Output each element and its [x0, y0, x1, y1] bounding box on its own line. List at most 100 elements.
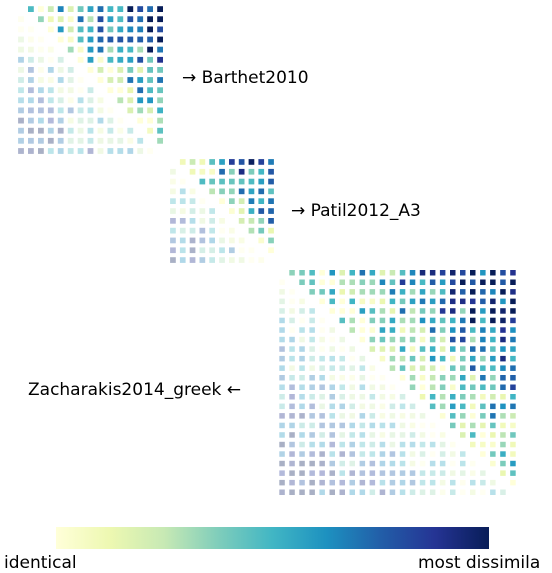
heatmap-cell	[389, 317, 396, 324]
heatmap-cell	[199, 227, 206, 234]
heatmap-cell	[179, 247, 186, 254]
heatmap-cell	[137, 97, 144, 104]
heatmap-cell	[490, 451, 496, 457]
heatmap-cell	[97, 26, 104, 33]
heatmap-cell	[107, 46, 114, 53]
heatmap-cell	[359, 441, 366, 448]
heatmap-cell	[127, 87, 134, 94]
heatmap-cell	[470, 479, 476, 486]
heatmap-cell	[329, 489, 335, 495]
heatmap-cell	[219, 168, 225, 175]
heatmap-cell	[450, 336, 456, 343]
heatmap-cell	[329, 346, 335, 352]
heatmap-cell	[339, 375, 345, 381]
heatmap-cell	[279, 298, 285, 305]
heatmap-cell	[389, 289, 396, 295]
heatmap-cell	[460, 384, 466, 390]
heatmap-cell	[510, 298, 516, 305]
heatmap-cell	[500, 441, 506, 448]
heatmap-cell	[460, 298, 466, 305]
heatmap-cell	[480, 270, 486, 276]
heatmap-cell	[500, 308, 506, 314]
heatmap-cell	[47, 56, 54, 63]
heatmap-cell	[389, 432, 396, 438]
heatmap-cell	[399, 413, 406, 419]
heatmap-cell	[258, 257, 265, 263]
heatmap-cell	[319, 384, 325, 390]
heatmap-cell	[107, 67, 114, 73]
heatmap-cell	[238, 198, 245, 204]
heatmap-cell	[339, 394, 345, 400]
heatmap-cell	[279, 470, 285, 476]
heatmap-cell	[339, 317, 345, 324]
heatmap-cell	[419, 384, 426, 390]
heatmap-cell	[359, 479, 366, 486]
heatmap-cell	[379, 346, 386, 352]
heatmap-cell	[359, 470, 366, 476]
heatmap-cell	[490, 479, 496, 486]
heatmap-cell	[18, 67, 24, 73]
heatmap-cell	[147, 36, 153, 43]
heatmap-cell	[500, 336, 506, 343]
heatmap-cell	[450, 289, 456, 295]
heatmap-cell	[480, 432, 486, 438]
heatmap-cell	[349, 289, 355, 295]
heatmap-cell	[319, 346, 325, 352]
heatmap-cell	[57, 56, 64, 63]
heatmap-cell	[409, 451, 416, 457]
heatmap-cell	[77, 26, 84, 33]
heatmap-cell	[389, 413, 396, 419]
heatmap-cell	[480, 346, 486, 352]
heatmap-cell	[429, 460, 436, 467]
heatmap-cell	[248, 198, 255, 204]
heatmap-cell	[329, 270, 335, 276]
heatmap-cell	[419, 346, 426, 352]
heatmap-cell	[349, 327, 355, 333]
heatmap-cell	[309, 413, 315, 419]
heatmap-cell	[480, 470, 486, 476]
heatmap-cell	[38, 6, 44, 12]
heatmap-cell	[38, 87, 44, 94]
heatmap-cell	[319, 451, 325, 457]
heatmap-cell	[439, 384, 446, 390]
heatmap-cell	[28, 46, 34, 53]
heatmap-cell	[170, 198, 176, 204]
heatmap-cell	[309, 422, 315, 429]
heatmap-cell	[329, 384, 335, 390]
heatmap-cell	[67, 148, 74, 154]
heatmap-cell	[18, 77, 24, 83]
heatmap-cell	[460, 279, 466, 285]
heatmap-cell	[258, 208, 265, 214]
heatmap-cell	[409, 413, 416, 419]
heatmap-cell	[38, 16, 44, 23]
heatmap-cell	[399, 422, 406, 429]
heatmap-cell	[450, 413, 456, 419]
heatmap-cell	[419, 308, 426, 314]
heatmap-cell	[229, 188, 235, 195]
heatmap-cell	[170, 227, 176, 234]
heatmap-cell	[379, 317, 386, 324]
heatmap-cell	[189, 218, 196, 224]
heatmap-cell	[157, 26, 163, 33]
heatmap-cell	[490, 413, 496, 419]
heatmap-cell	[107, 107, 114, 114]
heatmap-cell	[460, 479, 466, 486]
heatmap-cell	[38, 56, 44, 63]
heatmap-cell	[77, 137, 84, 144]
heatmap-cell	[67, 117, 74, 124]
heatmap-cell	[309, 308, 315, 314]
heatmap-cell	[28, 107, 34, 114]
heatmap-cell	[179, 208, 186, 214]
heatmap-cell	[209, 247, 215, 254]
heatmap-cell	[147, 97, 153, 104]
heatmap-cell	[329, 365, 335, 371]
heatmap-cell	[107, 87, 114, 94]
heatmap-cell	[157, 67, 163, 73]
heatmap-cell	[460, 394, 466, 400]
heatmap-cell	[490, 441, 496, 448]
heatmap-cell	[329, 470, 335, 476]
heatmap-cell	[369, 298, 376, 305]
heatmap-cell	[289, 327, 295, 333]
heatmap-cell	[147, 56, 153, 63]
heatmap-cell	[429, 489, 436, 495]
